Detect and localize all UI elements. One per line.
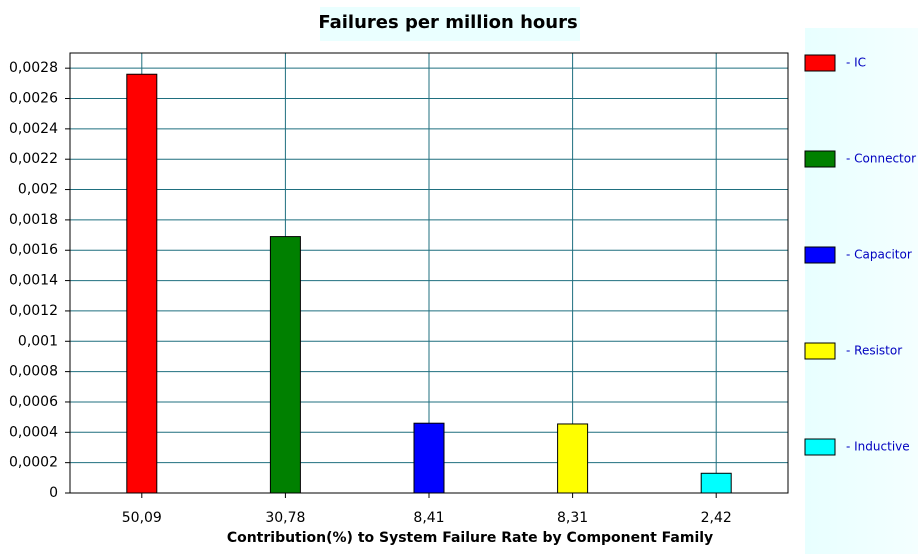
legend-swatch <box>804 150 836 168</box>
x-tick-label: 50,09 <box>122 510 162 526</box>
y-tick-label: 0,001 <box>18 333 58 349</box>
legend-swatch <box>804 54 836 72</box>
bar <box>700 472 732 494</box>
y-tick-label: 0,002 <box>18 182 58 198</box>
y-tick-label: 0,0028 <box>9 60 58 76</box>
legend-swatch <box>804 342 836 360</box>
x-tick-label: 2,42 <box>701 510 732 526</box>
y-tick-label: 0,0014 <box>9 273 58 289</box>
y-tick-label: 0,0022 <box>9 151 58 167</box>
y-tick-label: 0,0008 <box>9 364 58 380</box>
bar <box>126 73 158 494</box>
y-tick-label: 0,0004 <box>9 424 58 440</box>
x-tick-label: 8,31 <box>557 510 588 526</box>
y-tick-label: 0,0026 <box>9 91 58 107</box>
legend-label: - Connector <box>846 152 916 166</box>
x-tick-label: 30,78 <box>265 510 305 526</box>
y-tick-label: 0,0002 <box>9 455 58 471</box>
legend-swatch <box>804 246 836 264</box>
legend-label: - Inductive <box>846 440 910 454</box>
x-axis-label: Contribution(%) to System Failure Rate b… <box>227 530 713 546</box>
title-box <box>320 7 580 41</box>
legend-swatch <box>804 438 836 456</box>
bar <box>269 236 301 494</box>
legend-panel <box>805 28 918 554</box>
y-tick-label: 0,0018 <box>9 212 58 228</box>
bar <box>413 422 445 494</box>
y-tick-label: 0,0024 <box>9 121 58 137</box>
legend-label: - Capacitor <box>846 248 912 262</box>
bar <box>557 423 589 494</box>
legend-label: - IC <box>846 56 866 70</box>
y-tick-label: 0,0016 <box>9 242 58 258</box>
chart-title: Failures per million hours <box>318 12 577 33</box>
x-tick-label: 8,41 <box>413 510 444 526</box>
legend-label: - Resistor <box>846 344 902 358</box>
y-tick-label: 0,0006 <box>9 394 58 410</box>
y-tick-label: 0,0012 <box>9 303 58 319</box>
y-tick-label: 0 <box>49 485 58 501</box>
